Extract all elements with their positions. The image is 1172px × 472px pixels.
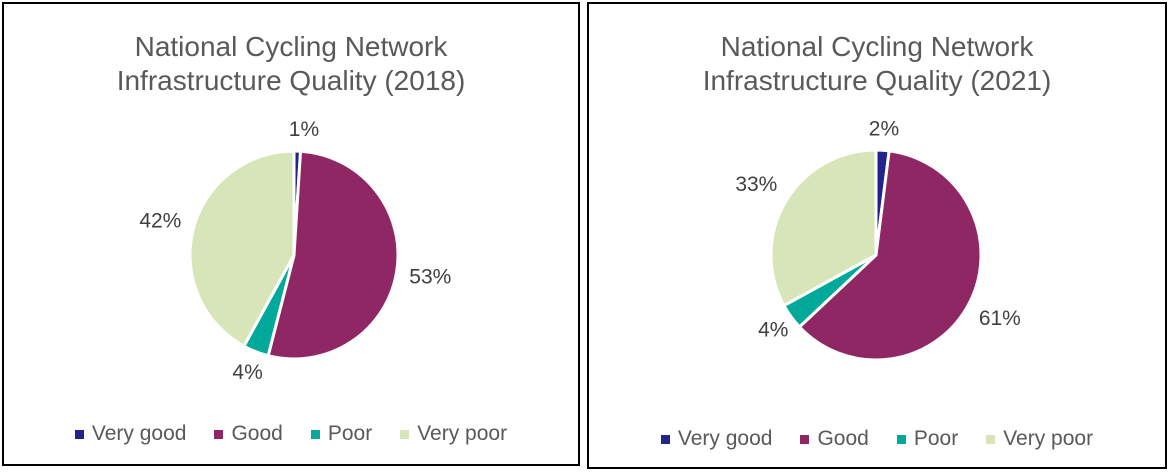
legend-item-good: Good (214, 422, 283, 446)
legend-item-very-good: Very good (660, 427, 773, 451)
legend-swatch (800, 434, 810, 444)
legend-label: Poor (913, 427, 959, 450)
legend-swatch (896, 434, 906, 444)
legend-label: Good (817, 427, 869, 450)
legend-item-good: Good (800, 427, 869, 451)
chart-2021: National Cycling Network Infrastructure … (587, 2, 1167, 469)
legend-label: Very poor (1003, 427, 1094, 450)
data-label-very-poor: 33% (735, 173, 777, 196)
title-line-1: National Cycling Network (720, 31, 1034, 62)
pie-plot: 1% 53% 4% 42% (139, 118, 451, 384)
legend-label: Very good (91, 422, 187, 445)
data-label-poor: 4% (758, 319, 788, 342)
title-line-2: Infrastructure Quality (2021) (702, 65, 1052, 96)
legend-label: Good (231, 422, 283, 445)
data-label-very-good: 2% (869, 117, 899, 140)
legend-item-very-good: Very good (74, 422, 187, 446)
legend-item-poor: Poor (310, 422, 373, 446)
pie-slice-very-poor (769, 148, 878, 308)
data-label-very-poor: 42% (139, 210, 181, 233)
legend-swatch (400, 429, 410, 439)
title-line-1: National Cycling Network (134, 31, 448, 62)
pie-plot: 2% 61% 4% 33% (735, 117, 1021, 362)
legend-swatch (214, 429, 224, 439)
legend: Very good Good Poor Very poor (4, 422, 578, 446)
data-label-good: 61% (979, 307, 1021, 330)
legend-label: Very poor (417, 422, 508, 445)
legend-label: Very good (677, 427, 773, 450)
data-label-good: 53% (409, 266, 451, 289)
data-label-very-good: 1% (289, 118, 319, 141)
legend-item-very-poor: Very poor (986, 427, 1093, 451)
legend-swatch (660, 434, 670, 444)
legend-item-poor: Poor (896, 427, 959, 451)
pie-slice-good (266, 149, 400, 361)
title-line-2: Infrastructure Quality (2018) (116, 65, 466, 96)
legend-label: Poor (327, 422, 373, 445)
data-label-poor: 4% (232, 361, 262, 384)
legend-swatch (986, 434, 996, 444)
legend-swatch (310, 429, 320, 439)
pie-slice-very-poor (188, 149, 296, 348)
chart-2018: National Cycling Network Infrastructure … (2, 2, 580, 466)
legend: Very good Good Poor Very poor (589, 427, 1165, 451)
chart-title: National Cycling Network Infrastructure … (589, 30, 1165, 98)
chart-title: National Cycling Network Infrastructure … (4, 30, 578, 98)
pie-slice-good (797, 149, 983, 362)
legend-swatch (74, 429, 84, 439)
legend-item-very-poor: Very poor (400, 422, 507, 446)
